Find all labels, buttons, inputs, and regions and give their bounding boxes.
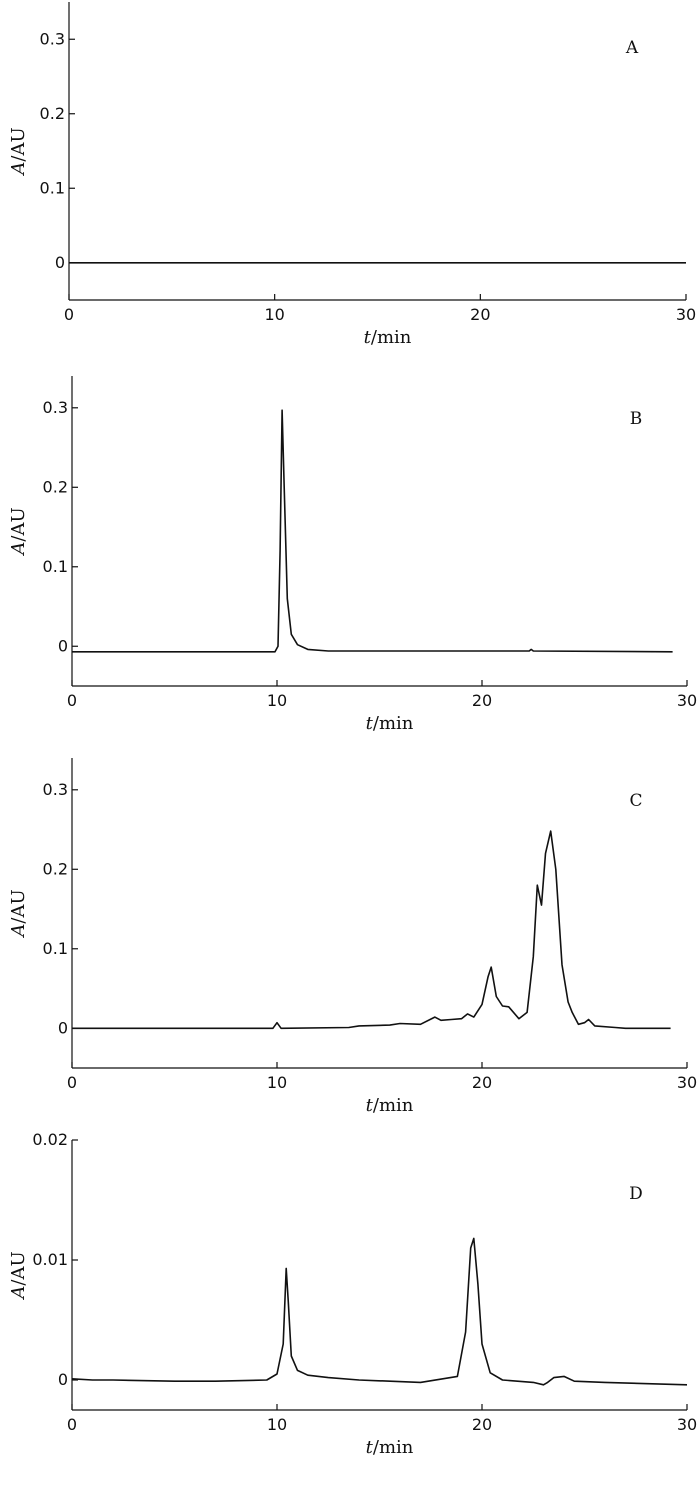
chart-panel-C: 0 10 20 30 0 0.1 0.2 0.3 t/min A/AU C: [8, 758, 697, 1116]
y-axis-title: A/AU: [8, 127, 29, 176]
x-tick-label: 30: [677, 1415, 697, 1434]
y-axis-variable: A: [8, 162, 29, 177]
x-axis-variable: t: [364, 327, 372, 348]
x-axis-title: t/min: [364, 327, 412, 348]
x-tick-label: 10: [264, 305, 284, 324]
y-tick-label: 0.1: [43, 939, 68, 958]
y-tick-label: 0.1: [40, 178, 65, 197]
y-tick-label: 0.1: [43, 557, 68, 576]
x-axis-variable: t: [366, 1437, 374, 1458]
y-tick-label: 0.01: [32, 1250, 68, 1269]
y-tick-label: 0: [58, 1370, 68, 1389]
x-tick-label: 0: [67, 691, 77, 710]
x-axis-title: t/min: [366, 1437, 414, 1458]
y-tick-label: 0: [58, 636, 68, 655]
y-axis-unit: /AU: [8, 127, 29, 161]
chromatogram-trace: [72, 409, 673, 653]
x-tick-label: 10: [267, 1415, 287, 1434]
chart-panel-D: 0 10 20 30 0 0.01 0.02 t/min A/AU D: [8, 1130, 697, 1458]
x-axis-unit: /min: [373, 1437, 414, 1458]
x-tick-label: 30: [677, 691, 697, 710]
y-axis-unit: /AU: [8, 889, 29, 923]
y-axis-variable: A: [8, 924, 29, 939]
panel-label: D: [629, 1184, 643, 1204]
chart-panel-B: 0 10 20 30 0 0.1 0.2 0.3 t/min A/AU B: [8, 376, 697, 734]
y-tick-label: 0.3: [40, 29, 65, 48]
x-tick-label: 0: [67, 1415, 77, 1434]
x-tick-label: 30: [676, 305, 696, 324]
y-axis-variable: A: [8, 542, 29, 557]
x-tick-label: 30: [677, 1073, 697, 1092]
y-tick-label: 0.2: [43, 859, 68, 878]
y-tick-label: 0: [58, 1018, 68, 1037]
x-tick-label: 20: [470, 305, 490, 324]
y-axis-variable: A: [8, 1286, 29, 1301]
y-axis-unit: /AU: [8, 1251, 29, 1285]
y-tick-label: 0.02: [32, 1130, 68, 1149]
x-tick-label: 0: [64, 305, 74, 324]
x-axis-variable: t: [366, 1095, 374, 1116]
y-tick-label: 0.3: [43, 398, 68, 417]
y-tick-label: 0.2: [43, 477, 68, 496]
x-tick-label: 20: [472, 1415, 492, 1434]
y-axis-title: A/AU: [8, 1251, 29, 1300]
chromatogram-trace: [71, 1237, 688, 1386]
chromatogram-trace: [72, 830, 671, 1030]
x-axis-unit: /min: [373, 1095, 414, 1116]
x-axis-title: t/min: [366, 713, 414, 734]
x-axis-title: t/min: [366, 1095, 414, 1116]
y-tick-label: 0.3: [43, 780, 68, 799]
x-axis-unit: /min: [373, 713, 414, 734]
x-tick-label: 0: [67, 1073, 77, 1092]
panel-label: C: [629, 791, 642, 811]
y-tick-label: 0: [55, 253, 65, 272]
x-axis-variable: t: [366, 713, 374, 734]
y-axis-title: A/AU: [8, 889, 29, 938]
y-axis-unit: /AU: [8, 507, 29, 541]
x-tick-label: 20: [472, 1073, 492, 1092]
panel-label: A: [625, 38, 639, 58]
panel-label: B: [630, 409, 643, 429]
x-axis-unit: /min: [371, 327, 412, 348]
x-tick-label: 10: [267, 1073, 287, 1092]
y-tick-label: 0.2: [40, 104, 65, 123]
x-tick-label: 10: [267, 691, 287, 710]
x-tick-label: 20: [472, 691, 492, 710]
y-axis-title: A/AU: [8, 507, 29, 556]
